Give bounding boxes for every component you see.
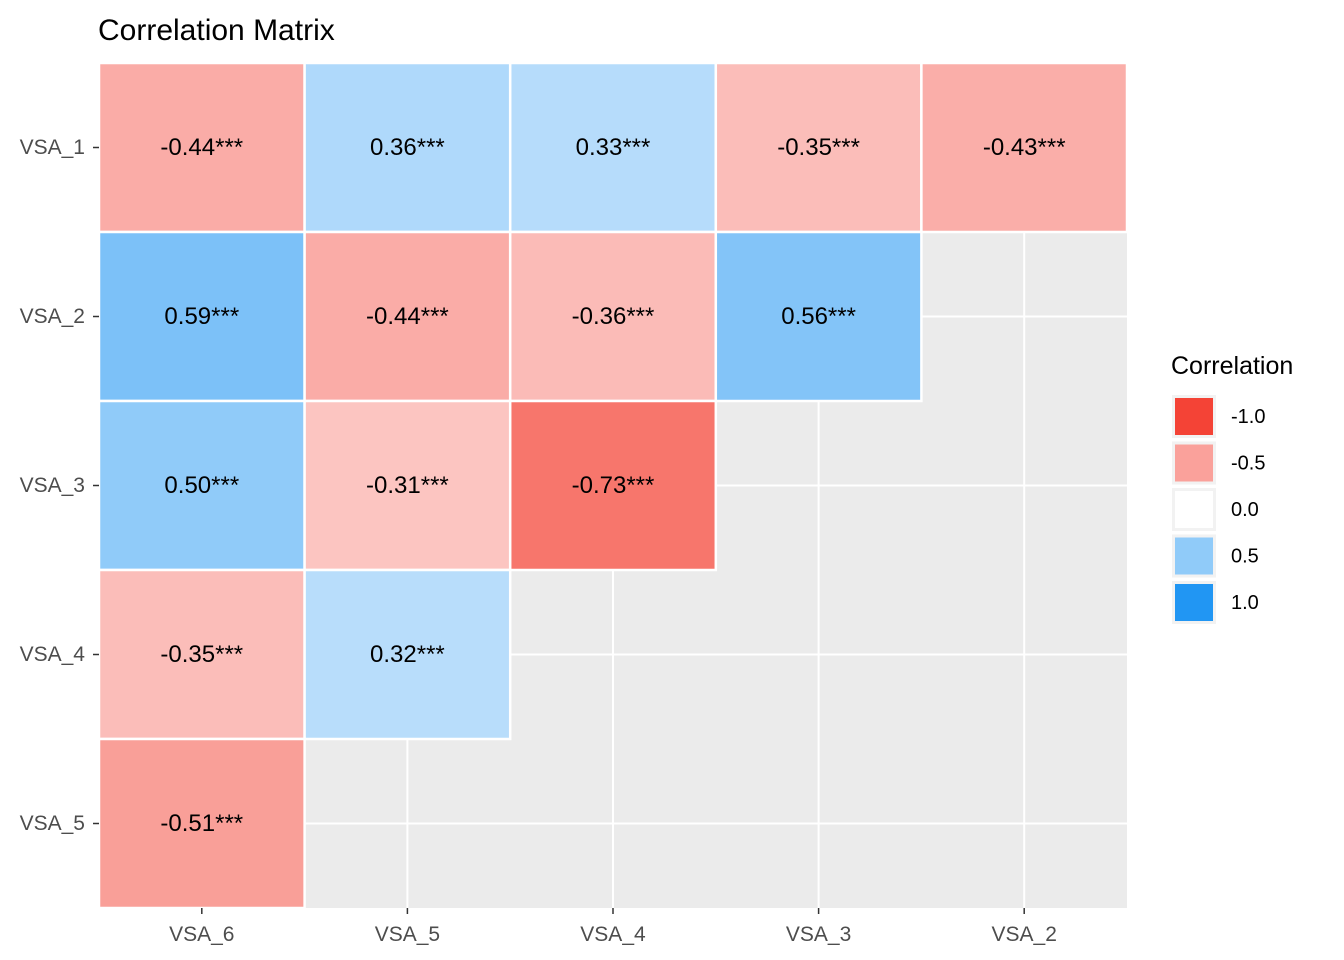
y-tick-label: VSA_1	[20, 136, 85, 159]
cell-value-label: -0.36***	[572, 303, 655, 330]
legend-key	[1175, 537, 1213, 575]
legend-key	[1175, 444, 1213, 482]
cell-value-label: -0.35***	[777, 134, 860, 161]
heatmap-cell	[714, 61, 923, 234]
x-tick-label: VSA_4	[580, 923, 646, 946]
cell-value-label: -0.51***	[160, 810, 243, 837]
cell-value-label: -0.35***	[160, 641, 243, 668]
y-tick-label: VSA_4	[20, 643, 86, 666]
heatmap-cell	[920, 61, 1129, 234]
heatmap-cell	[508, 61, 718, 234]
legend-label: -0.5	[1231, 453, 1265, 475]
heatmap-cell	[303, 568, 512, 741]
heatmap-cell	[97, 737, 306, 910]
heatmap-cell	[508, 399, 718, 572]
heatmap-cell	[303, 230, 512, 403]
legend-label: 0.0	[1231, 499, 1259, 521]
legend: Correlation -1.0 -0.5 0.0 0.5 1.0	[1171, 352, 1293, 624]
cell-value-label: 0.33***	[576, 134, 651, 161]
chart-title: Correlation Matrix	[98, 14, 335, 47]
legend-label: 1.0	[1231, 592, 1259, 614]
heatmap-cell	[97, 61, 306, 234]
cell-value-label: -0.43***	[983, 134, 1066, 161]
legend-label: 0.5	[1231, 546, 1259, 568]
y-tick-label: VSA_3	[20, 474, 85, 497]
y-axis: VSA_1 VSA_2 VSA_3 VSA_4 VSA_5	[20, 136, 99, 835]
x-tick-label: VSA_3	[786, 923, 851, 946]
legend-key	[1175, 584, 1213, 621]
heatmap-cell	[714, 230, 923, 403]
cell-value-label: 0.56***	[781, 303, 856, 330]
cell-value-label: 0.59***	[164, 303, 239, 330]
legend-title: Correlation	[1171, 352, 1293, 380]
legend-key	[1175, 398, 1213, 435]
cell-value-label: -0.31***	[366, 472, 449, 499]
legend-label: -1.0	[1231, 406, 1265, 428]
x-tick-label: VSA_6	[169, 923, 234, 946]
cell-value-label: -0.44***	[160, 134, 243, 161]
y-tick-label: VSA_5	[20, 812, 85, 835]
heatmap-cell	[97, 399, 306, 572]
legend-key	[1175, 491, 1213, 528]
heatmap-cell	[97, 230, 306, 403]
cell-value-label: -0.73***	[572, 472, 655, 499]
x-axis: VSA_6 VSA_5 VSA_4 VSA_3 VSA_2	[169, 908, 1057, 946]
cell-value-label: 0.36***	[370, 134, 445, 161]
x-tick-label: VSA_2	[992, 923, 1057, 946]
heatmap-cell	[508, 230, 718, 403]
heatmap-cell	[303, 399, 512, 572]
cell-value-label: -0.44***	[366, 303, 449, 330]
cell-value-label: 0.32***	[370, 641, 445, 668]
heatmap-cells: -0.44*** 0.36*** 0.33*** -0.35*** -0.43*** 0.…	[97, 61, 1129, 910]
x-tick-label: VSA_5	[375, 923, 440, 946]
cell-value-label: 0.50***	[164, 472, 239, 499]
y-tick-label: VSA_2	[20, 305, 85, 328]
